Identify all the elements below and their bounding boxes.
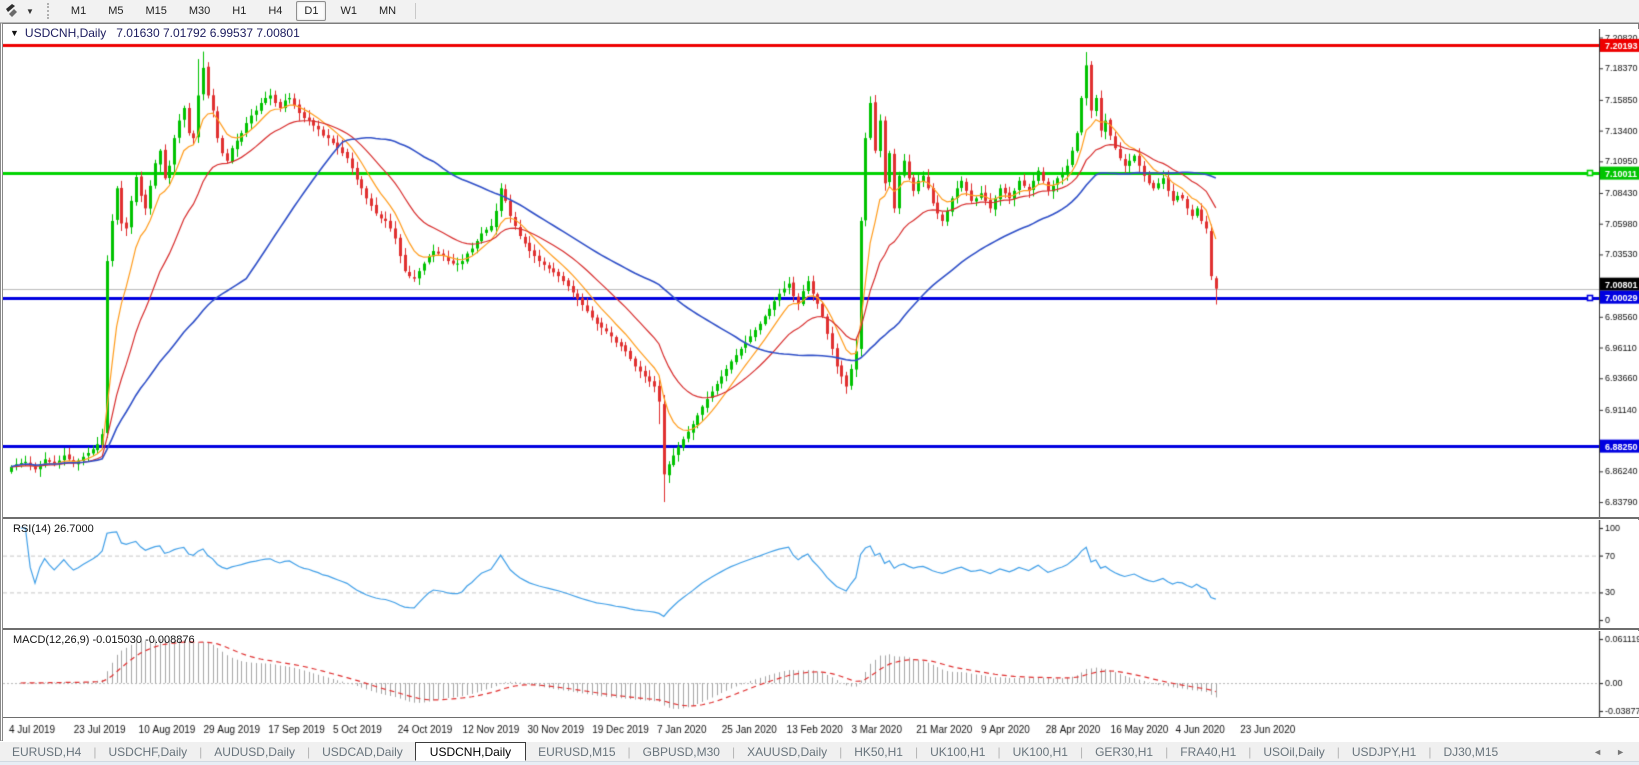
tab-scroll-buttons: ◄ ► [1593, 747, 1639, 757]
chart-tab-uk100-h1[interactable]: UK100,H1 [930, 744, 986, 759]
tab-separator: | [1428, 744, 1432, 759]
chart-tab-fra40-h1[interactable]: FRA40,H1 [1180, 744, 1237, 759]
bottom-strip [0, 761, 1639, 765]
toolbar-separator [415, 3, 417, 19]
timeframe-button-m30[interactable]: M30 [188, 5, 211, 17]
chart-tab-bar: EURUSD,H4 | USDCHF,Daily | AUDUSD,Daily | USDC… [0, 742, 1639, 761]
top-toolbar: ▼ M1 M5 M15 M30 H1 H4 D1 W1 MN [0, 0, 1639, 23]
tab-scroll-left-icon[interactable]: ◄ [1593, 746, 1603, 757]
chart-tab-audusd-daily[interactable]: AUDUSD,Daily [214, 744, 295, 759]
tab-separator: | [1165, 744, 1169, 759]
date-axis-canvas [3, 718, 1639, 742]
chart-tab-usdcnh-daily[interactable]: USDCNH,Daily [414, 742, 527, 761]
timeframe-button-m15[interactable]: M15 [145, 5, 167, 17]
dropdown-caret-icon: ▼ [26, 6, 34, 16]
chart-caption-symbol: USDCNH,Daily [24, 25, 107, 40]
chart-tab-hk50-h1[interactable]: HK50,H1 [854, 744, 903, 759]
tab-separator: | [1248, 744, 1252, 759]
macd-indicator-canvas[interactable] [3, 631, 1639, 717]
chart-collapse-icon[interactable]: ▼ [10, 27, 19, 38]
tab-separator: | [839, 744, 843, 759]
tab-separator: | [93, 744, 97, 759]
draw-tools-button[interactable]: ▼ [2, 1, 37, 21]
chart-tab-xauusd-daily[interactable]: XAUUSD,Daily [747, 744, 828, 759]
tab-separator: | [914, 744, 919, 759]
pane-splitter[interactable] [3, 628, 1639, 630]
chart-tab-eurusd-m15[interactable]: EURUSD,M15 [538, 744, 616, 759]
pane-splitter [3, 717, 1639, 718]
timeframe-button-d1[interactable]: D1 [296, 1, 327, 21]
tab-separator: | [306, 744, 311, 759]
tab-scroll-right-icon[interactable]: ► [1616, 746, 1625, 757]
rsi-indicator-canvas[interactable] [3, 520, 1639, 628]
chart-window: ▼ USDCNH,Daily 7.01630 7.01792 6.99537 7… [0, 23, 1639, 742]
tab-separator: | [1336, 744, 1340, 759]
timeframe-button-mn[interactable]: MN [378, 5, 397, 17]
draw-tools-icon [6, 4, 17, 17]
timeframe-button-m5[interactable]: M5 [108, 5, 124, 17]
chart-tab-usdchf-daily[interactable]: USDCHF,Daily [108, 744, 188, 759]
chart-tab-eurusd-h4[interactable]: EURUSD,H4 [12, 744, 82, 759]
tab-separator: | [199, 744, 203, 759]
chart-caption[interactable]: ▼ USDCNH,Daily 7.01630 7.01792 6.99537 7… [4, 25, 1594, 40]
chart-tab-usoil-daily[interactable]: USOil,Daily [1263, 744, 1325, 759]
price-chart-canvas[interactable] [3, 29, 1639, 517]
chart-tab-ger30-h1[interactable]: GER30,H1 [1095, 744, 1154, 759]
toolbar-grip-handle[interactable] [46, 3, 52, 19]
timeframe-button-h1[interactable]: H1 [232, 5, 247, 17]
pane-splitter[interactable] [3, 517, 1639, 519]
chart-caption-ohlc: 7.01630 7.01792 6.99537 7.00801 [116, 25, 300, 40]
timeframe-button-w1[interactable]: W1 [340, 5, 357, 17]
macd-label: MACD(12,26,9) -0.015030 -0.008876 [13, 634, 195, 646]
chart-tab-usdjpy-h1[interactable]: USDJPY,H1 [1351, 744, 1417, 759]
chart-tab-gbpusd-m30[interactable]: GBPUSD,M30 [642, 744, 720, 759]
timeframe-button-m1[interactable]: M1 [70, 5, 87, 17]
chart-tab-usdcad-daily[interactable]: USDCAD,Daily [322, 744, 403, 759]
tab-separator: | [627, 744, 631, 759]
rsi-label: RSI(14) 26.7000 [13, 523, 94, 535]
timeframe-button-group: M1 M5 M15 M30 H1 H4 D1 W1 MN [60, 1, 407, 21]
chart-tab-uk100-h1[interactable]: UK100,H1 [1012, 744, 1068, 759]
tab-separator: | [997, 744, 1001, 759]
timeframe-button-h4[interactable]: H4 [268, 5, 283, 17]
chart-tab-dj30-m15[interactable]: DJ30,M15 [1443, 744, 1499, 759]
tab-separator: | [731, 744, 736, 759]
tab-separator: | [1079, 744, 1084, 759]
